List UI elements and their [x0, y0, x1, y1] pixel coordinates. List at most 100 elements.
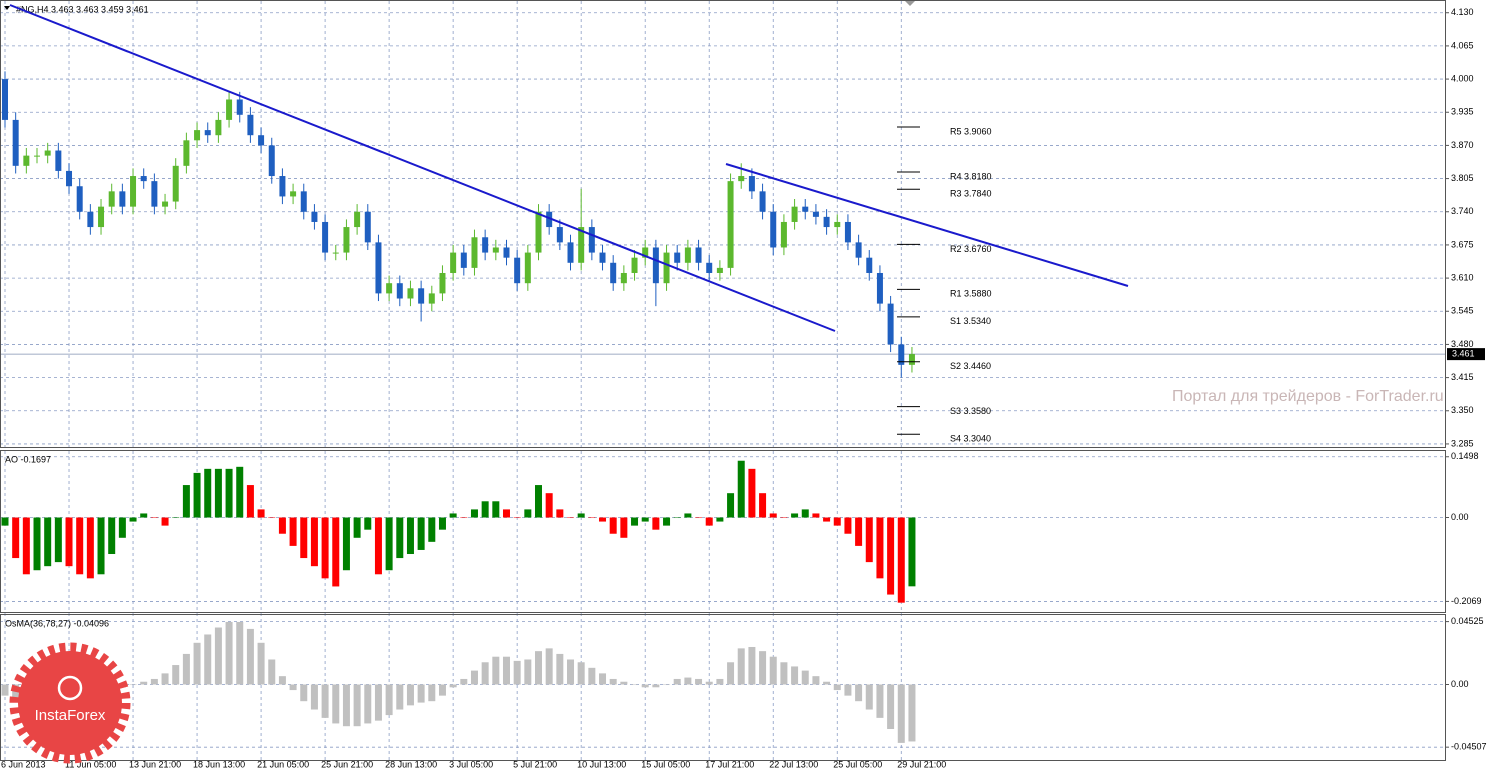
histogram-bar [897, 517, 905, 603]
candle-body [332, 252, 339, 254]
menu-arrow [4, 6, 10, 10]
histogram-bar [705, 681, 713, 685]
x-tick-label: 11 Jun 05:00 [65, 759, 116, 769]
histogram-bar [673, 678, 681, 685]
histogram-bar [385, 684, 393, 716]
histogram-bar [460, 678, 468, 685]
candle-body [514, 257, 521, 284]
histogram-bar [470, 670, 478, 685]
x-tick-label: 15 Jul 05:00 [641, 759, 690, 769]
candle-body [620, 272, 627, 284]
histogram-bar [492, 501, 500, 518]
histogram-bar [353, 517, 361, 538]
histogram-bar [716, 678, 724, 685]
candle-body [450, 252, 457, 273]
histogram-bar [823, 681, 831, 685]
frame [0, 0, 1446, 761]
candle-body [34, 155, 41, 157]
histogram-bar [300, 517, 308, 559]
candle-body [780, 221, 787, 248]
histogram-bar [33, 517, 41, 571]
candle-body [439, 272, 446, 294]
candle-body [578, 227, 585, 263]
histogram-bar [332, 684, 340, 724]
candle-body [343, 227, 350, 253]
histogram-bar [278, 676, 286, 685]
histogram-bar [695, 517, 703, 519]
histogram-bar [812, 513, 820, 518]
x-tick-label: 25 Jun 21:00 [321, 759, 373, 769]
histogram-bar [22, 517, 30, 575]
candle-body [642, 247, 649, 258]
candle-body [162, 201, 169, 207]
candle-body [194, 130, 201, 141]
y-tick-label: 3.480 [1451, 339, 1474, 349]
candle-body [247, 114, 254, 136]
histogram-bar [641, 517, 649, 522]
panel-title: OsMA(36,78,27) -0.04096 [5, 618, 109, 628]
price-frame [0, 0, 1446, 448]
y-tick-label: -0.2069 [1451, 596, 1482, 606]
histogram-bar [791, 513, 799, 518]
pivot-label: R2 3.6760 [950, 244, 992, 254]
candle-body [908, 354, 915, 365]
histogram-bar [844, 517, 852, 534]
candle-body [386, 283, 393, 294]
histogram-bar [502, 509, 510, 518]
candle-body [322, 221, 329, 253]
x-tick-label: 21 Jun 05:00 [257, 759, 309, 769]
candle-body [599, 252, 606, 263]
histogram-bar [588, 517, 596, 519]
histogram-bar [44, 517, 52, 567]
histogram-bar [556, 653, 564, 685]
candle-body [66, 170, 73, 187]
pivot-label: R3 3.7840 [950, 189, 992, 199]
histogram-bar [609, 517, 617, 534]
histogram-bar [214, 468, 222, 518]
histogram-bar [567, 517, 575, 519]
histogram-bar [908, 684, 916, 742]
logo-badge [18, 651, 122, 755]
histogram-bar [172, 517, 180, 519]
histogram-bar [76, 517, 84, 575]
histogram-bar [855, 684, 863, 702]
candle-body [567, 242, 574, 263]
histogram-bar [492, 656, 500, 685]
histogram-bar [406, 684, 414, 706]
histogram-bar [246, 485, 254, 518]
x-tick-label: 17 Jul 21:00 [705, 759, 754, 769]
histogram-bar [545, 648, 553, 685]
histogram-bar [695, 678, 703, 685]
histogram-bar [812, 676, 820, 685]
histogram-bar [865, 517, 873, 563]
watermark: Портал для трейдеров - ForTrader.ru [1172, 388, 1444, 405]
histogram-bar [406, 517, 414, 555]
histogram-bar [769, 513, 777, 518]
histogram-bar [897, 684, 905, 743]
candle-body [887, 303, 894, 345]
candle-body [364, 211, 371, 243]
histogram-bar [631, 517, 639, 526]
histogram-bar [524, 659, 532, 685]
candle-body [556, 227, 563, 243]
histogram-bar [396, 684, 404, 710]
pivot-label: S2 3.4460 [950, 361, 991, 371]
histogram-bar [791, 666, 799, 685]
candle-body [876, 272, 883, 304]
candle-body [130, 176, 137, 207]
histogram-bar [833, 517, 841, 526]
histogram-bar [172, 665, 180, 685]
histogram-bar [321, 517, 329, 579]
pivot-label: R5 3.9060 [950, 126, 992, 136]
y-tick-label: 0.04525 [1451, 616, 1484, 626]
histogram-bar [801, 509, 809, 518]
histogram-bar [417, 684, 425, 703]
histogram-bar [438, 684, 446, 696]
histogram-bar [246, 628, 254, 685]
candle-body [759, 191, 766, 212]
y-tick-label: 0.00 [1451, 679, 1469, 689]
candle-body [663, 252, 670, 284]
histogram-bar [470, 509, 478, 518]
histogram-bar [396, 517, 404, 559]
osma-frame [0, 614, 1446, 761]
